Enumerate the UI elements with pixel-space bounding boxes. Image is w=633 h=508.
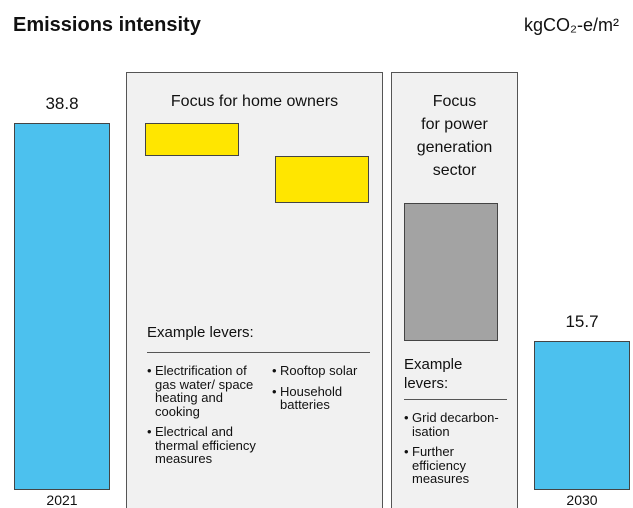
bar bbox=[404, 203, 498, 342]
panel-title: for power bbox=[421, 116, 488, 133]
panel-title: generation bbox=[416, 139, 493, 156]
category-label: 2021 bbox=[46, 492, 78, 508]
levers-title: Example levers: bbox=[404, 356, 463, 392]
lever-item: Grid decarbon-isation bbox=[404, 411, 504, 438]
lever-item: Rooftop solar bbox=[272, 364, 392, 378]
divider bbox=[404, 399, 507, 400]
panel-title: Focus for home owners bbox=[170, 93, 339, 110]
unit-label: kgCO₂-e/m² bbox=[524, 15, 619, 35]
lever-item: Electrical and thermal efficiency measur… bbox=[147, 425, 267, 466]
levers-title: Example levers: bbox=[147, 324, 254, 341]
lever-item: Electrification of gas water/ space heat… bbox=[147, 364, 267, 418]
bar bbox=[145, 123, 239, 157]
lever-column: Grid decarbon-isation Further efficiency … bbox=[404, 411, 504, 493]
category-label: 2030 bbox=[566, 492, 598, 508]
lever-item: Household batteries bbox=[272, 384, 392, 412]
bar bbox=[534, 341, 630, 490]
lever-column: Electrification of gas water/ space heat… bbox=[147, 364, 267, 473]
bar bbox=[14, 123, 110, 490]
panel-title: Focus bbox=[432, 93, 477, 110]
bar bbox=[275, 156, 369, 204]
lever-column: Rooftop solar Household batteries bbox=[272, 364, 392, 419]
value-label: 38.8 bbox=[45, 94, 79, 113]
value-label: 15.7 bbox=[565, 312, 599, 332]
panel: Focus for home owners Example levers: Elec… bbox=[126, 72, 383, 508]
divider bbox=[147, 352, 370, 353]
panel-title: sector bbox=[432, 162, 477, 179]
chart-title: Emissions intensity bbox=[13, 14, 201, 36]
lever-item: Further efficiency measures bbox=[404, 445, 504, 486]
